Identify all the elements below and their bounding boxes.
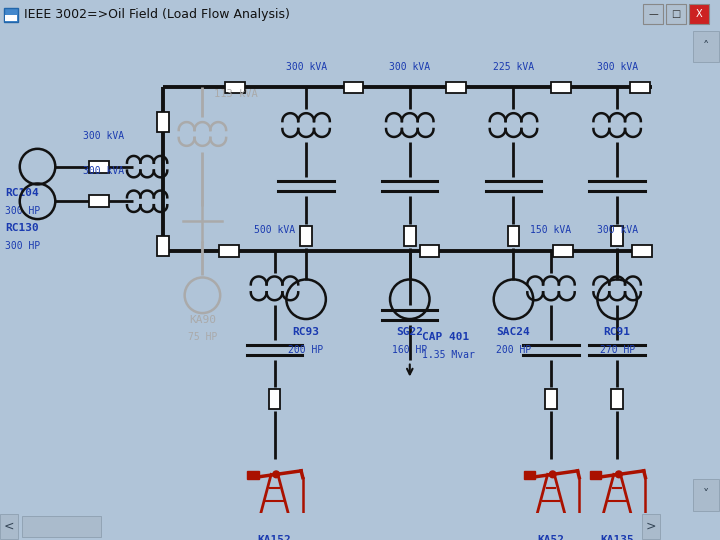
Bar bbox=[269, 389, 280, 409]
Text: 500 kVA: 500 kVA bbox=[254, 225, 295, 235]
Text: RC130: RC130 bbox=[5, 223, 39, 233]
Text: 75 HP: 75 HP bbox=[188, 332, 217, 342]
Bar bbox=[300, 226, 312, 246]
Bar bbox=[689, 4, 709, 24]
Circle shape bbox=[273, 471, 279, 478]
Text: 200 HP: 200 HP bbox=[289, 345, 324, 355]
Text: IEEE 3002=>Oil Field (Load Flow Analysis): IEEE 3002=>Oil Field (Load Flow Analysis… bbox=[24, 8, 290, 21]
Bar bbox=[611, 389, 623, 409]
Text: 300 kVA: 300 kVA bbox=[390, 62, 431, 72]
Text: <: < bbox=[4, 520, 14, 533]
Bar bbox=[157, 236, 169, 256]
Text: 300 kVA: 300 kVA bbox=[83, 131, 125, 141]
Bar bbox=[590, 471, 601, 480]
Text: 300 kVA: 300 kVA bbox=[286, 62, 327, 72]
Text: 300 HP: 300 HP bbox=[5, 241, 40, 251]
Text: SAC24: SAC24 bbox=[497, 327, 531, 337]
Bar bbox=[157, 112, 169, 132]
Bar bbox=[693, 479, 719, 511]
Bar bbox=[22, 516, 101, 537]
Bar bbox=[611, 226, 623, 246]
Text: 300 kVA: 300 kVA bbox=[597, 225, 638, 235]
Circle shape bbox=[616, 471, 622, 478]
Bar bbox=[508, 226, 519, 246]
Bar bbox=[225, 82, 245, 93]
Bar bbox=[219, 245, 239, 256]
Bar bbox=[551, 82, 571, 93]
Text: KA90: KA90 bbox=[189, 315, 216, 325]
Text: RC91: RC91 bbox=[603, 327, 631, 337]
Bar bbox=[446, 82, 466, 93]
Text: RC93: RC93 bbox=[292, 327, 320, 337]
Bar bbox=[666, 4, 686, 24]
Text: KA135: KA135 bbox=[600, 535, 634, 540]
Bar bbox=[89, 161, 109, 173]
Bar bbox=[5, 15, 17, 21]
Bar bbox=[693, 30, 719, 62]
Text: 300 kVA: 300 kVA bbox=[83, 166, 125, 176]
Bar bbox=[0, 514, 18, 539]
Bar bbox=[630, 82, 649, 93]
Text: ˄: ˄ bbox=[703, 39, 708, 52]
Circle shape bbox=[549, 471, 556, 478]
Text: —: — bbox=[648, 9, 658, 19]
Bar bbox=[420, 245, 439, 256]
Text: KA52: KA52 bbox=[538, 535, 564, 540]
Text: 1.35 Mvar: 1.35 Mvar bbox=[422, 349, 474, 360]
Text: SG22: SG22 bbox=[396, 327, 423, 337]
Text: 200 HP: 200 HP bbox=[496, 345, 531, 355]
Bar bbox=[545, 389, 557, 409]
Text: CAP 401: CAP 401 bbox=[422, 332, 469, 342]
Text: RC104: RC104 bbox=[5, 188, 39, 198]
Text: 300 kVA: 300 kVA bbox=[597, 62, 638, 72]
Text: 160 HP: 160 HP bbox=[392, 345, 428, 355]
Text: 300 HP: 300 HP bbox=[5, 206, 40, 216]
Bar bbox=[632, 245, 652, 256]
Bar bbox=[523, 471, 535, 480]
Text: X: X bbox=[696, 9, 702, 19]
Bar bbox=[553, 245, 572, 256]
Bar bbox=[4, 8, 18, 22]
Text: 113 kVA: 113 kVA bbox=[215, 89, 258, 99]
Text: □: □ bbox=[671, 9, 680, 19]
Bar bbox=[343, 82, 364, 93]
Bar bbox=[89, 195, 109, 207]
Text: 225 kVA: 225 kVA bbox=[493, 62, 534, 72]
Text: >: > bbox=[645, 520, 656, 533]
Text: 150 kVA: 150 kVA bbox=[531, 225, 572, 235]
Text: 270 HP: 270 HP bbox=[600, 345, 635, 355]
Bar bbox=[642, 514, 660, 539]
Text: ˅: ˅ bbox=[703, 488, 708, 501]
Bar bbox=[643, 4, 663, 24]
Bar bbox=[404, 226, 415, 246]
Text: KA152: KA152 bbox=[258, 535, 292, 540]
Bar bbox=[247, 471, 258, 480]
